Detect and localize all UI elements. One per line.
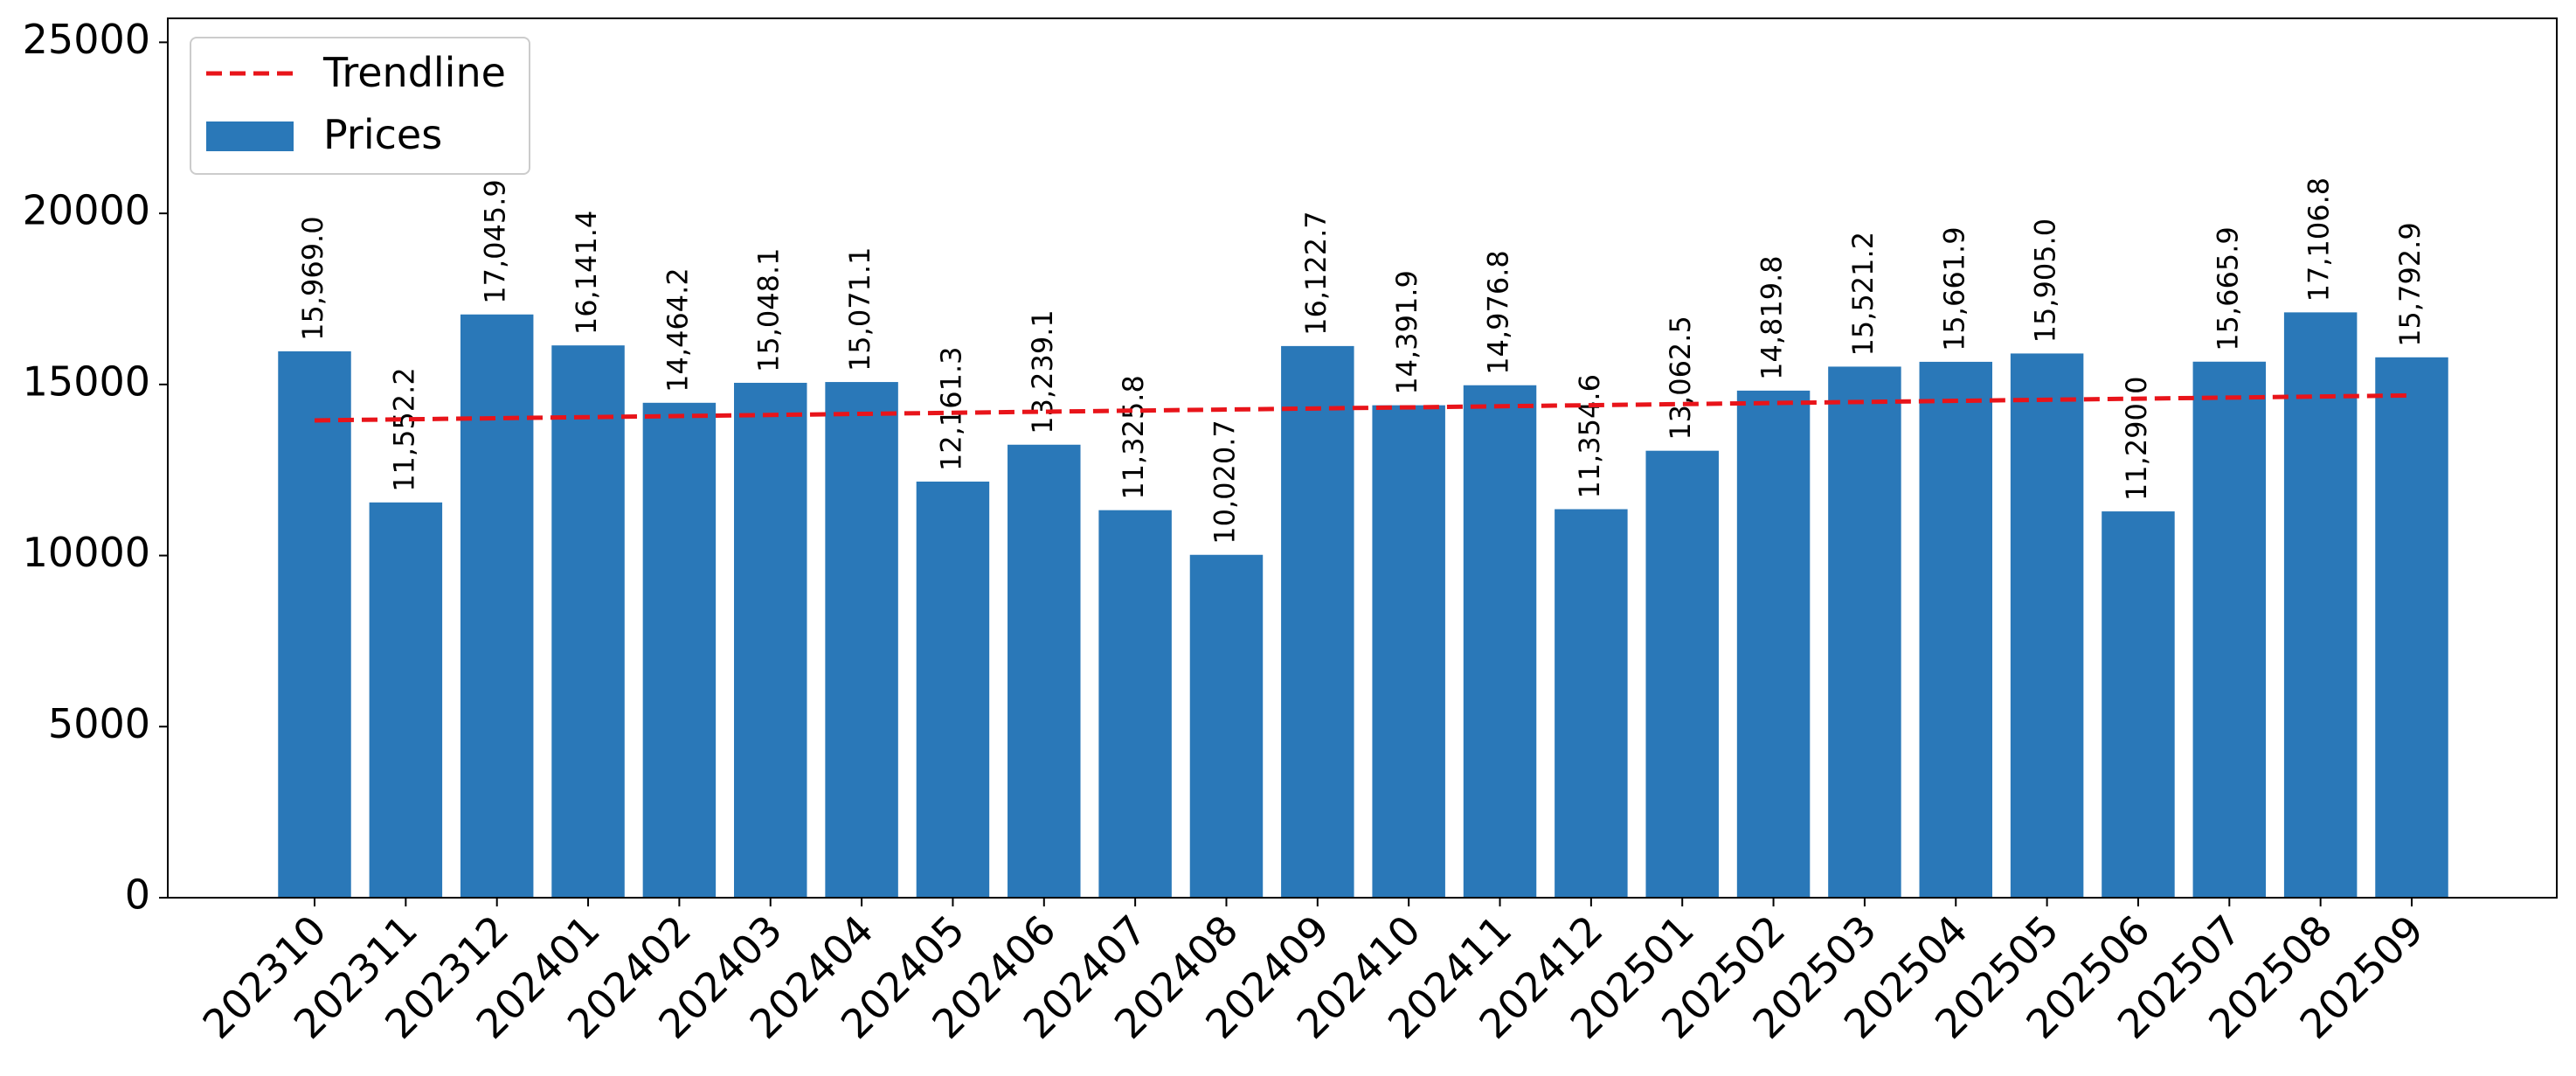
bar-202505: [2010, 353, 2084, 898]
bar-202501: [1645, 450, 1719, 898]
ytick-label-0: 0: [125, 871, 150, 919]
data-labels-group: 15,969.0 11,552.2 17,045.9 16,141.4 14,464.2…: [296, 177, 2427, 545]
data-label-202509: 15,792.9: [2393, 222, 2427, 347]
legend-prices-swatch: [206, 121, 294, 151]
data-label-202407: 11,325.8: [1117, 375, 1150, 500]
bar-202406: [1008, 444, 1081, 899]
bar-202409: [1281, 345, 1354, 898]
data-label-202411: 14,976.8: [1482, 250, 1515, 375]
plot-frame: [167, 17, 2558, 899]
data-label-202502: 14,819.8: [1755, 255, 1789, 380]
data-label-202410: 14,391.9: [1390, 270, 1423, 395]
bar-202407: [1098, 510, 1172, 898]
data-label-202501: 13,062.5: [1664, 316, 1697, 441]
bar-202408: [1189, 554, 1264, 898]
bar-202401: [551, 345, 625, 899]
bar-202412: [1555, 509, 1628, 898]
legend-trendline-label: Trendline: [322, 49, 506, 96]
legend-prices-label: Prices: [323, 111, 442, 158]
ytick-label-25000: 25000: [23, 16, 150, 63]
bar-202507: [2192, 361, 2267, 898]
data-label-202504: 15,661.9: [1937, 226, 1970, 351]
bar-202312: [460, 314, 534, 898]
bar-202504: [1919, 361, 1992, 899]
trendline: [314, 392, 2413, 423]
data-label-202403: 15,048.1: [752, 247, 786, 372]
data-label-202404: 15,071.1: [843, 247, 876, 372]
bar-202403: [734, 382, 807, 898]
bar-202508: [2283, 312, 2358, 898]
bar-202402: [642, 402, 717, 898]
data-label-202401: 16,141.4: [570, 211, 603, 336]
bar-202503: [1828, 366, 1901, 899]
ytick-label-20000: 20000: [23, 187, 150, 234]
data-label-202310: 15,969.0: [296, 216, 329, 341]
y-axis: 0 5000 10000 15000 20000 25000: [23, 16, 168, 919]
data-label-202312: 17,045.9: [479, 179, 512, 304]
data-label-202405: 12,161.3: [934, 346, 967, 471]
data-label-202506: 11,290.0: [2120, 377, 2153, 502]
bar-202405: [916, 481, 990, 898]
data-label-202408: 10,020.7: [1208, 420, 1241, 545]
ytick-label-5000: 5000: [48, 700, 150, 747]
bar-202509: [2375, 357, 2448, 898]
bar-202404: [825, 382, 898, 898]
ytick-label-15000: 15000: [23, 358, 150, 405]
ytick-label-10000: 10000: [23, 529, 150, 576]
data-label-202406: 13,239.1: [1026, 309, 1059, 434]
data-label-202507: 15,665.9: [2211, 226, 2244, 351]
bar-202506: [2102, 511, 2175, 898]
data-label-202402: 14,464.2: [661, 267, 694, 392]
bar-202502: [1736, 390, 1811, 899]
data-label-202505: 15,905.0: [2029, 219, 2062, 344]
data-label-202311: 11,552.2: [387, 367, 420, 492]
bar-202410: [1372, 405, 1445, 898]
bar-202310: [278, 351, 351, 898]
bars-group: [278, 312, 2448, 899]
data-label-202409: 16,122.7: [1299, 211, 1333, 336]
bar-202311: [369, 502, 443, 898]
legend: Trendline Prices: [190, 37, 530, 175]
data-label-202412: 11,354.6: [1573, 374, 1606, 499]
data-label-202508: 17,106.8: [2302, 177, 2336, 302]
data-label-202503: 15,521.2: [1846, 232, 1880, 357]
bar-202411: [1463, 385, 1537, 898]
